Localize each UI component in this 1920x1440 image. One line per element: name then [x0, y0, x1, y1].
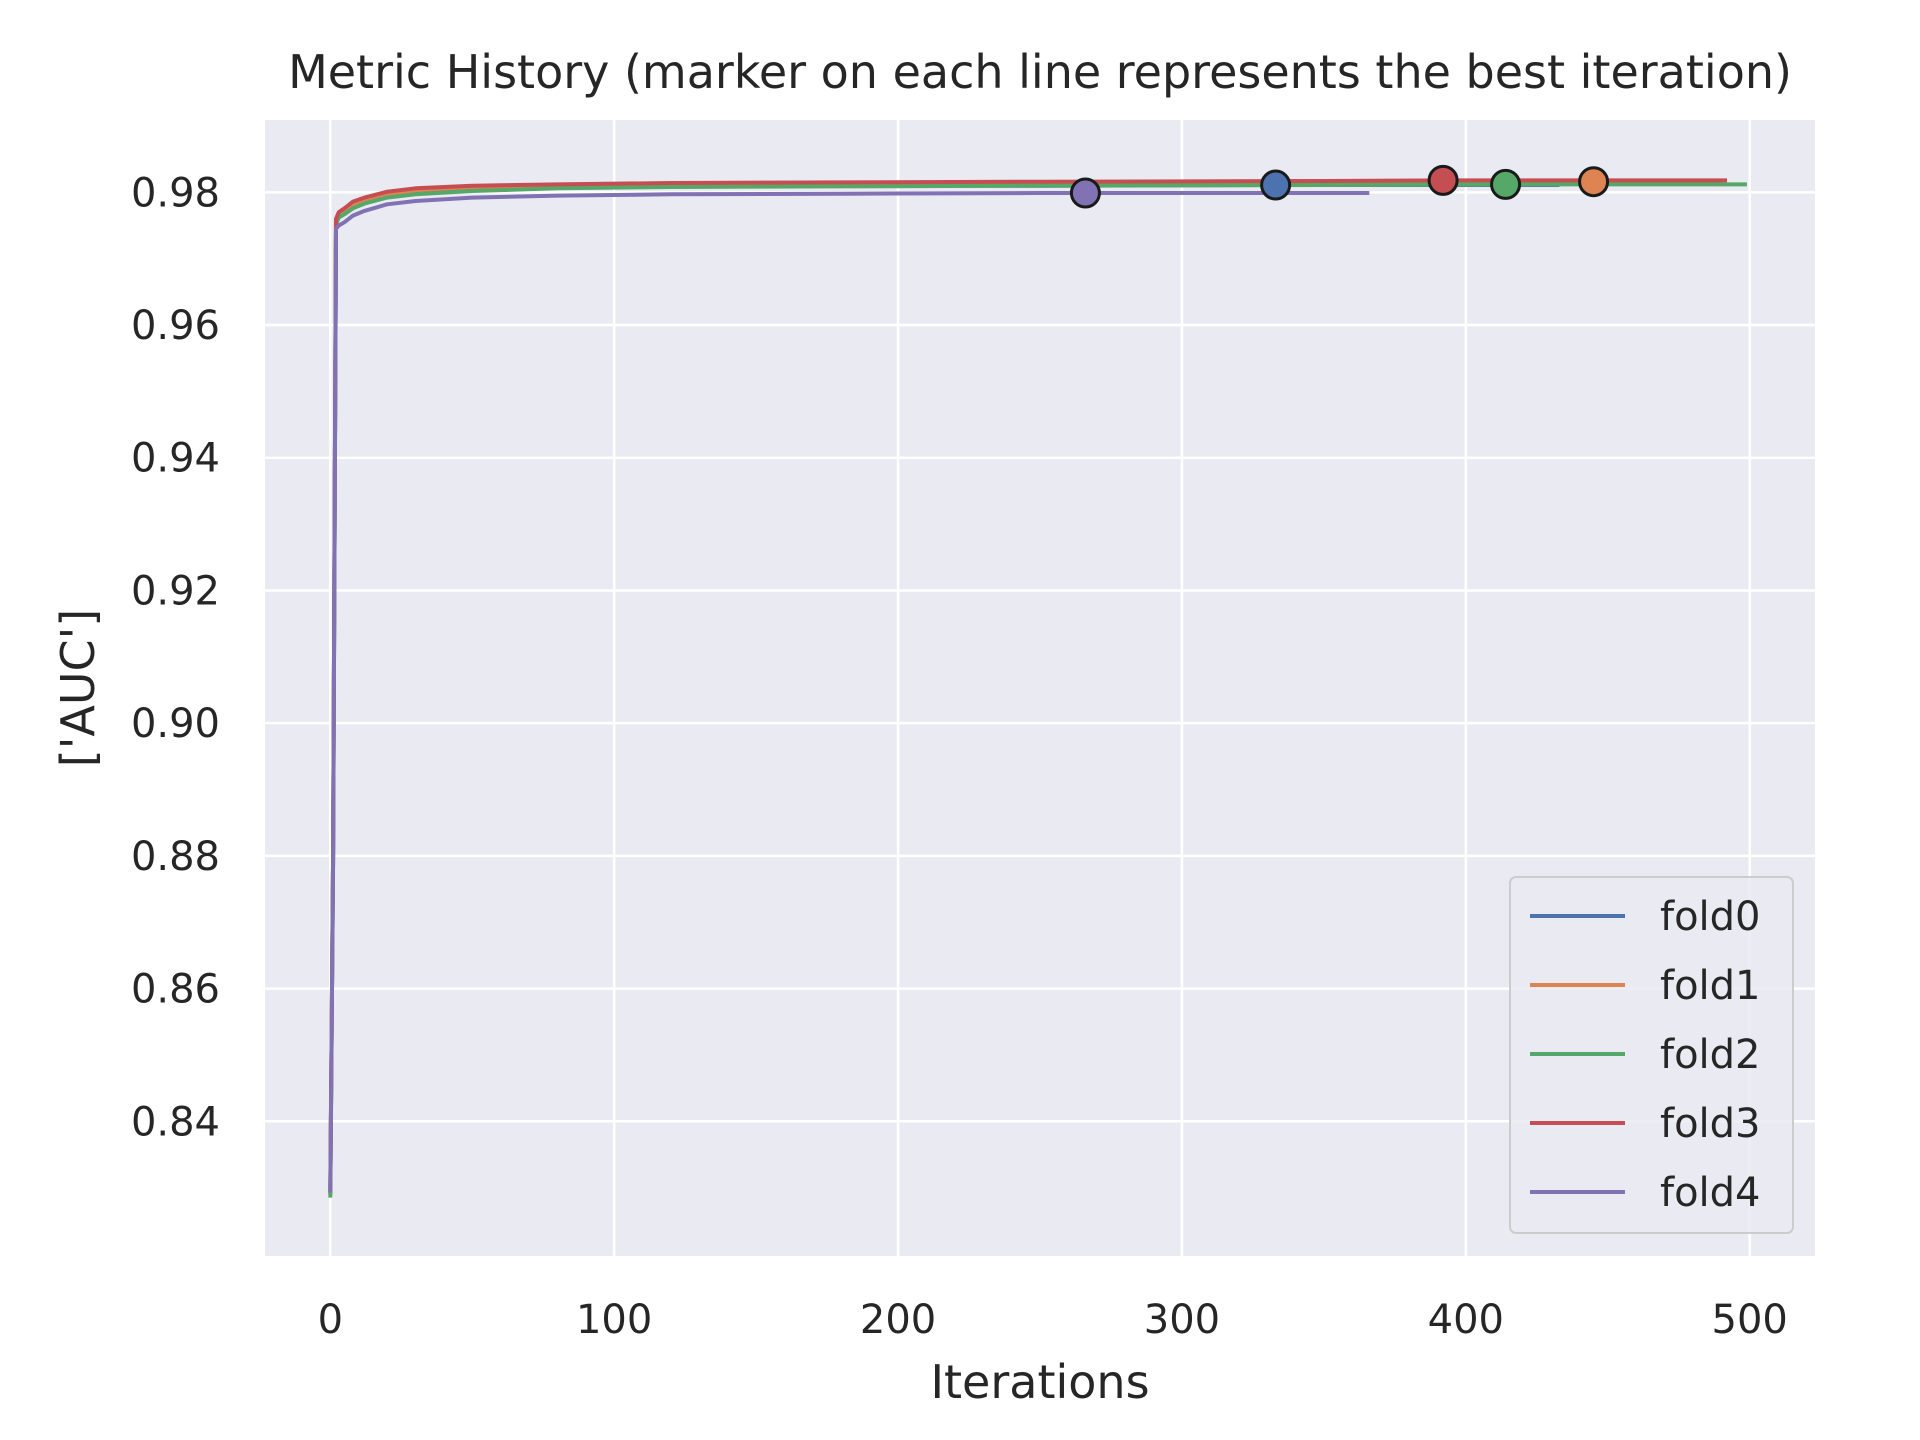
chart-title: Metric History (marker on each line repr… — [288, 45, 1792, 99]
legend-label: fold1 — [1660, 963, 1761, 1009]
x-tick-labels: 0 100 200 300 400 500 — [318, 1297, 1788, 1343]
best-iteration-markers — [1069, 164, 1610, 209]
best-marker-fold2 — [1490, 168, 1522, 200]
x-tick-label: 0 — [318, 1297, 343, 1343]
series-line-fold3 — [328, 178, 1727, 1192]
y-tick-label: 0.90 — [131, 701, 220, 747]
legend-box — [1509, 876, 1794, 1234]
legend: fold0 fold1 fold2 fold3 fold4 — [1509, 876, 1794, 1234]
x-axis-label: Iterations — [930, 1355, 1149, 1409]
y-tick-label: 0.88 — [131, 834, 220, 880]
x-tick-label: 500 — [1712, 1297, 1788, 1343]
series-line-fold4 — [328, 191, 1370, 1193]
legend-label: fold4 — [1660, 1170, 1761, 1216]
y-tick-label: 0.86 — [131, 967, 220, 1013]
x-tick-label: 100 — [576, 1297, 652, 1343]
x-tick-label: 300 — [1144, 1297, 1220, 1343]
series-lines — [328, 178, 1747, 1198]
y-tick-label: 0.84 — [131, 1099, 220, 1145]
y-tick-label: 0.94 — [131, 436, 220, 482]
best-marker-fold0 — [1260, 169, 1292, 201]
best-marker-fold1 — [1578, 166, 1610, 198]
y-tick-label: 0.98 — [131, 170, 220, 216]
y-axis-label: ['AUC'] — [51, 609, 105, 767]
legend-label: fold3 — [1660, 1101, 1761, 1147]
best-marker-fold3 — [1427, 164, 1459, 196]
best-marker-fold4 — [1069, 177, 1101, 209]
legend-label: fold2 — [1660, 1032, 1761, 1078]
y-tick-label: 0.92 — [131, 568, 220, 614]
y-tick-label: 0.96 — [131, 303, 220, 349]
x-tick-label: 400 — [1428, 1297, 1504, 1343]
x-tick-label: 200 — [860, 1297, 936, 1343]
legend-label: fold0 — [1660, 894, 1761, 940]
y-tick-labels: 0.84 0.86 0.88 0.90 0.92 0.94 0.96 0.98 — [131, 170, 220, 1145]
